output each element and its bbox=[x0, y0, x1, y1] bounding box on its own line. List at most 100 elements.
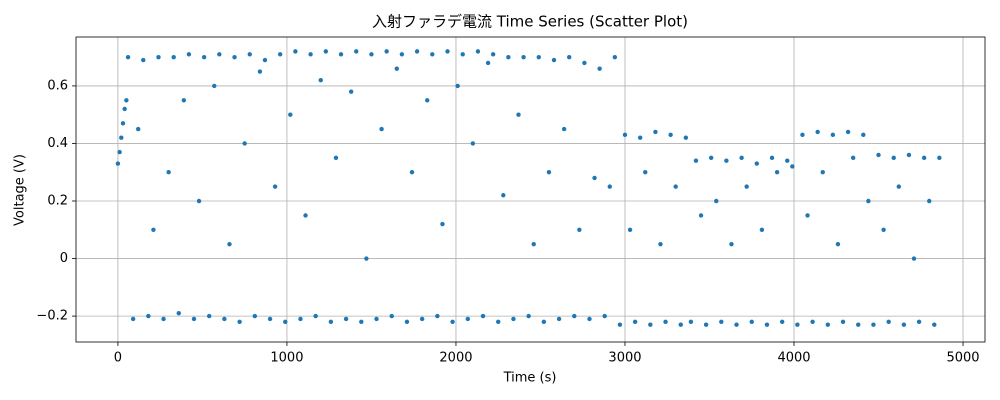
point bbox=[440, 221, 445, 227]
point bbox=[171, 54, 176, 60]
point bbox=[120, 121, 126, 126]
point bbox=[521, 54, 526, 60]
point bbox=[602, 313, 607, 319]
point bbox=[217, 52, 222, 57]
point bbox=[551, 57, 557, 63]
point bbox=[460, 52, 465, 57]
point bbox=[206, 313, 212, 319]
point bbox=[937, 155, 942, 161]
x-axis-label: Time (s) bbox=[503, 371, 557, 386]
point bbox=[283, 319, 288, 325]
point bbox=[592, 175, 597, 181]
point bbox=[288, 112, 293, 117]
point bbox=[318, 77, 323, 83]
point bbox=[856, 322, 861, 327]
point bbox=[313, 313, 318, 319]
point bbox=[749, 319, 754, 325]
point bbox=[541, 319, 547, 325]
point bbox=[501, 193, 506, 198]
point bbox=[815, 129, 820, 135]
point bbox=[759, 227, 765, 232]
point bbox=[247, 52, 252, 57]
point bbox=[840, 319, 846, 325]
point bbox=[612, 54, 618, 60]
point bbox=[369, 52, 374, 57]
point bbox=[607, 184, 612, 189]
point bbox=[779, 319, 785, 325]
point bbox=[729, 241, 734, 247]
points bbox=[115, 49, 942, 327]
point bbox=[714, 198, 719, 204]
point bbox=[820, 170, 825, 175]
point bbox=[876, 152, 881, 158]
point bbox=[212, 83, 217, 89]
point bbox=[896, 184, 901, 189]
point bbox=[921, 155, 927, 161]
point bbox=[166, 170, 171, 175]
point bbox=[754, 161, 760, 166]
point bbox=[627, 227, 633, 232]
point bbox=[901, 322, 907, 327]
point bbox=[252, 313, 258, 319]
point bbox=[328, 319, 334, 325]
point bbox=[825, 322, 831, 327]
point bbox=[881, 227, 886, 232]
point bbox=[117, 149, 122, 155]
point bbox=[430, 52, 435, 57]
point bbox=[810, 319, 815, 325]
point bbox=[582, 60, 587, 66]
point bbox=[790, 164, 795, 169]
point bbox=[394, 66, 400, 71]
point bbox=[308, 52, 313, 57]
point bbox=[414, 49, 420, 54]
point bbox=[156, 54, 161, 60]
chart-title: 入射ファラデ電流 Time Series (Scatter Plot) bbox=[372, 13, 688, 31]
x-tick-label: 5000 bbox=[946, 351, 979, 366]
point bbox=[911, 256, 917, 261]
plot-frame bbox=[75, 36, 986, 343]
point bbox=[906, 152, 912, 158]
point bbox=[293, 49, 298, 54]
point bbox=[572, 313, 577, 319]
point bbox=[774, 170, 780, 175]
point bbox=[703, 322, 709, 327]
point bbox=[734, 322, 739, 327]
point bbox=[333, 155, 339, 161]
point bbox=[744, 184, 749, 189]
point bbox=[389, 313, 394, 319]
point bbox=[597, 66, 602, 71]
point bbox=[277, 52, 283, 57]
point bbox=[830, 132, 836, 138]
point bbox=[354, 49, 359, 54]
point bbox=[384, 49, 389, 54]
point bbox=[338, 52, 344, 57]
point bbox=[404, 319, 410, 325]
point bbox=[648, 322, 653, 327]
point bbox=[932, 322, 937, 327]
point bbox=[653, 129, 658, 135]
point bbox=[886, 319, 891, 325]
point bbox=[196, 198, 202, 204]
point bbox=[146, 313, 151, 319]
point bbox=[698, 213, 704, 218]
point bbox=[176, 311, 181, 316]
point bbox=[445, 49, 450, 54]
point bbox=[379, 126, 384, 132]
point bbox=[141, 57, 146, 63]
point bbox=[719, 319, 724, 325]
point bbox=[465, 316, 470, 322]
point bbox=[181, 98, 187, 103]
point bbox=[587, 316, 592, 322]
point bbox=[455, 83, 460, 89]
point bbox=[323, 49, 329, 54]
x-tick-label: 2000 bbox=[439, 351, 472, 366]
point bbox=[119, 135, 124, 140]
point bbox=[470, 141, 476, 146]
point bbox=[272, 184, 278, 189]
point bbox=[835, 241, 841, 247]
y-axis-label: Voltage (V) bbox=[13, 154, 28, 226]
point bbox=[409, 170, 415, 175]
point bbox=[267, 316, 273, 322]
